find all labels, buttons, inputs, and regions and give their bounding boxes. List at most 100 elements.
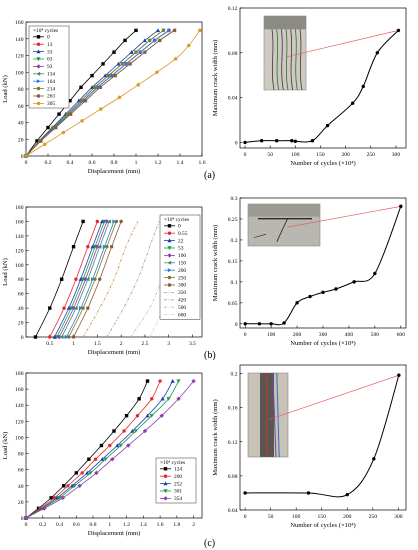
data-point <box>60 495 66 501</box>
data-point <box>100 457 105 461</box>
legend-entry: 354 <box>174 496 182 502</box>
data-point <box>122 429 126 433</box>
y-tick-label: 0 <box>21 154 24 160</box>
data-point <box>134 28 138 33</box>
y-tick-label: 0 <box>235 322 238 328</box>
data-point <box>109 245 114 249</box>
inset-crack-photo <box>247 203 321 247</box>
y-tick-label: 0.04 <box>228 508 238 514</box>
y-axis-label: Load (kN) <box>2 75 9 103</box>
x-tick-label: 200 <box>341 152 350 158</box>
x-tick-label: 0.8 <box>90 522 97 528</box>
x-tick-label: 50 <box>268 514 274 520</box>
data-point <box>257 322 262 326</box>
data-point <box>308 294 312 299</box>
data-point <box>24 154 28 158</box>
data-point <box>98 277 102 281</box>
data-point <box>145 379 150 383</box>
y-tick-label: 100 <box>15 435 24 441</box>
legend-swatch-marker <box>36 35 41 39</box>
legend-swatch-marker <box>167 275 172 280</box>
legend-entry: 350 <box>178 290 186 296</box>
x-tick-label: 0 <box>25 522 28 528</box>
x-tick-label: 150 <box>318 514 327 520</box>
legend-title: ×10⁴ cycles <box>164 217 189 223</box>
x-tick-label: 600 <box>397 332 406 338</box>
data-point <box>295 301 299 305</box>
y-tick-label: 180 <box>15 371 24 377</box>
inset-crack-line <box>280 29 284 91</box>
data-point <box>93 457 98 461</box>
legend-entry: 63 <box>47 57 53 63</box>
chart-b-left: 0.5 1 1.5 2 2.5 3 3.5 0 20 40 60 80 100 120 140 160 180 D… <box>2 205 203 356</box>
y-tick-label: 20 <box>18 137 24 143</box>
legend-swatch-marker <box>36 42 41 46</box>
y-tick-label: 0.3 <box>231 196 238 202</box>
legend-swatch-marker <box>167 238 172 243</box>
legend-box <box>159 214 201 320</box>
x-tick-label: 2 <box>192 522 195 528</box>
data-point <box>103 73 108 78</box>
data-point <box>33 335 38 339</box>
data-point <box>87 457 91 461</box>
legend-swatch-marker <box>36 79 41 84</box>
data-point <box>126 443 131 448</box>
x-tick-label: 0.2 <box>39 522 46 528</box>
legend-entry: 164 <box>47 79 55 85</box>
y-tick-label: 0.1 <box>231 280 238 286</box>
inset-crack-photo <box>247 372 289 458</box>
data-point <box>145 413 150 418</box>
inset-crack-line <box>276 372 280 458</box>
y-tick-label: 0 <box>21 335 24 341</box>
data-point <box>46 125 50 130</box>
legend-box <box>155 457 197 504</box>
data-point <box>117 95 122 100</box>
data-point <box>361 84 365 89</box>
legend-swatch-marker <box>36 94 41 98</box>
data-point <box>83 277 88 282</box>
subfigure-label-b: (b) <box>204 350 216 361</box>
x-tick-label: 1.2 <box>123 522 130 528</box>
legend-entry: 0 <box>178 224 181 230</box>
legend-entry: 305 <box>47 101 55 107</box>
y-tick-label: 0.08 <box>228 51 238 57</box>
x-tick-label: 0.6 <box>89 160 96 166</box>
legend-title: ×10⁴ cycles <box>33 28 58 34</box>
data-point <box>103 457 108 462</box>
legend-swatch-marker <box>167 231 172 235</box>
y-tick-label: 0.2 <box>231 372 238 378</box>
data-point <box>35 139 39 143</box>
data-point <box>124 61 129 66</box>
data-point <box>104 219 110 224</box>
chart-a-left: 0 0.2 0.4 0.6 0.8 1 1.2 1.4 1.6 0 20 40 60 80 100 120 14… <box>2 20 206 175</box>
data-point <box>89 85 95 90</box>
data-point <box>157 38 162 43</box>
data-point <box>54 125 58 130</box>
data-point <box>133 429 138 434</box>
inset-photo-band <box>264 16 306 30</box>
data-point <box>83 99 88 103</box>
data-point <box>74 471 78 475</box>
data-point <box>23 515 29 521</box>
data-point <box>112 429 116 433</box>
data-point <box>176 396 181 401</box>
data-point <box>149 413 154 418</box>
data-point <box>59 334 64 340</box>
legend-entry: 263 <box>47 94 55 100</box>
x-tick-label: 0.5 <box>46 341 53 347</box>
data-point <box>85 470 90 475</box>
x-tick-label: 100 <box>267 332 276 338</box>
data-point <box>158 379 162 383</box>
legend-entry: 500 <box>178 305 186 311</box>
y-tick-label: 0.12 <box>228 6 238 12</box>
data-point <box>166 397 171 401</box>
legend-entry: 33 <box>47 49 53 55</box>
inset-crack-line <box>285 29 289 91</box>
x-tick-label: 1.2 <box>155 160 162 166</box>
legend-entry: 200 <box>174 474 182 480</box>
data-point <box>81 219 85 224</box>
data-point <box>143 50 147 54</box>
data-point <box>57 496 62 500</box>
y-tick-label: 0.05 <box>228 301 238 307</box>
